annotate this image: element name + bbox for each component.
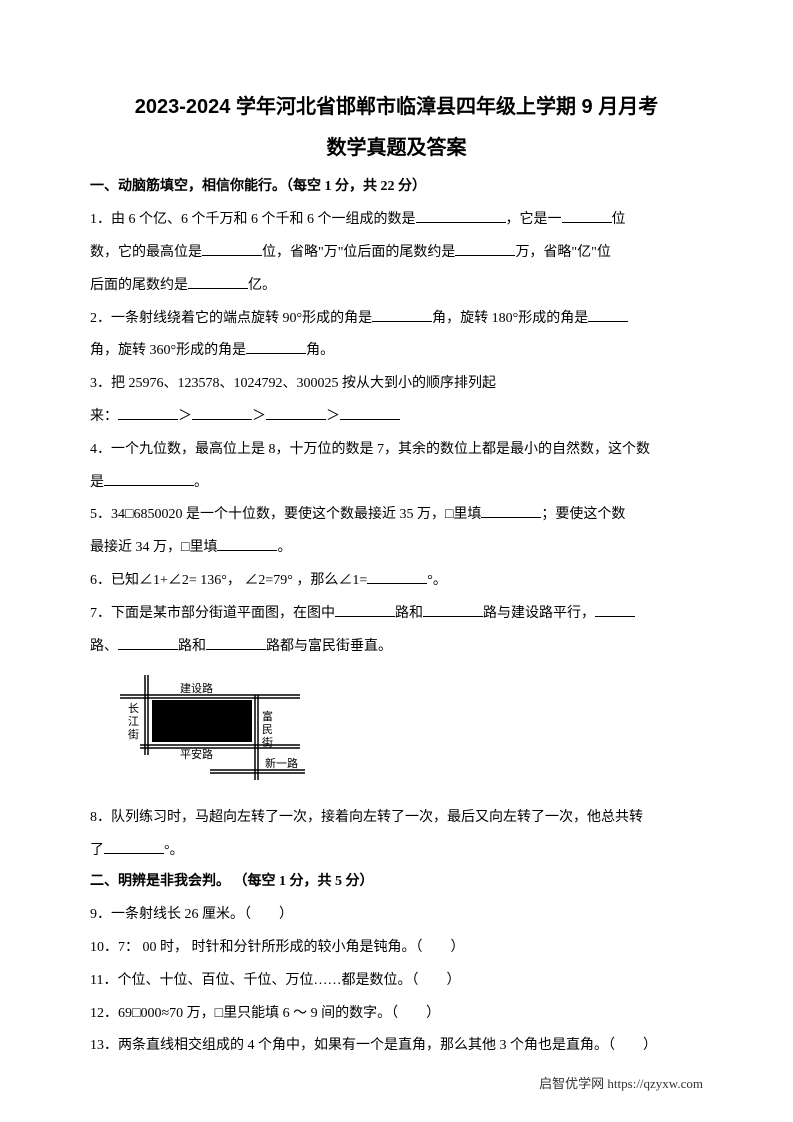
question-4: 4．一个九位数，最高位上是 8，十万位的数是 7，其余的数位上都是最小的自然数，…: [90, 435, 703, 466]
question-4-cont: 是。: [90, 468, 703, 499]
q4-text3: 。: [194, 475, 208, 490]
gt1: ＞: [178, 409, 192, 424]
blank: [595, 601, 635, 617]
question-10: 10．7： 00 时， 时针和分针所形成的较小角是钝角。（ ）: [90, 933, 703, 964]
q7-text2: 路和: [395, 606, 423, 621]
map-label-xinyi: 新一路: [265, 756, 298, 770]
blank: [118, 634, 178, 650]
q7-text5: 路和: [178, 639, 206, 654]
blank: [455, 240, 515, 256]
blank: [246, 338, 306, 354]
q5-text1: 5．34□6850020 是一个十位数，要使这个数最接近 35 万，□里填: [90, 507, 481, 522]
question-2: 2．一条射线绕着它的端点旋转 90°形成的角是 角，旋转 180°形成的角是: [90, 304, 703, 335]
question-6: 6．已知∠1+∠2= 136°， ∠2=79° ，那么∠1= °。: [90, 566, 703, 597]
q1-text3: 位: [612, 212, 626, 227]
street-map: 建设路 长 江 街 平安路 富 民 街 新一路: [110, 670, 703, 795]
q7-text3: 路与建设路平行，: [483, 606, 595, 621]
title-line1: 2023-2024 学年河北省邯郸市临漳县四年级上学期 9 月月考: [90, 90, 703, 119]
q2-text1: 2．一条射线绕着它的端点旋转 90°形成的角是: [90, 311, 372, 326]
question-2-cont: 角，旋转 360°形成的角是 角。: [90, 336, 703, 367]
q7-text6: 路都与富民街垂直。: [266, 639, 392, 654]
svg-text:街: 街: [128, 727, 139, 741]
question-8: 8．队列练习时，马超向左转了一次，接着向左转了一次，最后又向左转了一次，他总共转: [90, 803, 703, 834]
question-3-cont: 来： ＞ ＞ ＞: [90, 402, 703, 433]
blank: [481, 502, 541, 518]
gt3: ＞: [326, 409, 340, 424]
blank: [416, 207, 506, 223]
question-8-cont: 了 °。: [90, 836, 703, 867]
q1-text4: 数，它的最高位是: [90, 245, 202, 260]
blank: [217, 535, 277, 551]
q1-text6: 万，省略"亿"位: [515, 245, 610, 260]
q4-text1: 4．一个九位数，最高位上是 8，十万位的数是 7，其余的数位上都是最小的自然数，…: [90, 442, 650, 457]
blank: [340, 404, 400, 420]
blank: [192, 404, 252, 420]
svg-text:民: 民: [262, 724, 273, 736]
question-11: 11．个位、十位、百位、千位、万位……都是数位。（ ）: [90, 966, 703, 997]
map-label-jianshe: 建设路: [180, 681, 213, 695]
question-1-cont2: 后面的尾数约是 亿。: [90, 271, 703, 302]
blank: [104, 470, 194, 486]
question-1-cont: 数，它的最高位是 位，省略"万"位后面的尾数约是 万，省略"亿"位: [90, 238, 703, 269]
question-5-cont: 最接近 34 万，□里填 。: [90, 533, 703, 564]
q6-text1: 6．已知∠1+∠2= 136°， ∠2=79° ，那么∠1=: [90, 573, 367, 588]
q1-text5: 位，省略"万"位后面的尾数约是: [262, 245, 455, 260]
blank: [372, 306, 432, 322]
q8-text3: °。: [164, 843, 184, 858]
blank: [266, 404, 326, 420]
q2-text4: 角。: [306, 343, 334, 358]
blank: [104, 838, 164, 854]
question-7-cont: 路、 路和 路都与富民街垂直。: [90, 632, 703, 663]
blank: [562, 207, 612, 223]
q2-text2: 角，旋转 180°形成的角是: [432, 311, 588, 326]
map-label-pingan: 平安路: [180, 747, 213, 761]
svg-text:江: 江: [128, 715, 139, 728]
footer-link: 启智优学网 https://qzyxw.com: [539, 1073, 703, 1092]
q8-text2: 了: [90, 843, 104, 858]
q1-text8: 亿。: [248, 278, 276, 293]
question-5: 5．34□6850020 是一个十位数，要使这个数最接近 35 万，□里填 ；要使…: [90, 500, 703, 531]
blank: [118, 404, 178, 420]
blank: [335, 601, 395, 617]
q3-text1: 3．把 25976、123578、1024792、300025 按从大到小的顺序…: [90, 376, 496, 391]
question-1: 1．由 6 个亿、6 个千万和 6 个千和 6 个一组成的数是 ，它是一 位: [90, 205, 703, 236]
map-svg: 建设路 长 江 街 平安路 富 民 街 新一路: [110, 670, 310, 790]
question-13: 13．两条直线相交组成的 4 个角中，如果有一个是直角，那么其他 3 个角也是直…: [90, 1031, 703, 1062]
question-9: 9．一条射线长 26 厘米。（ ）: [90, 900, 703, 931]
q7-text1: 7．下面是某市部分街道平面图，在图中: [90, 606, 335, 621]
q1-text2: ，它是一: [506, 212, 562, 227]
q1-text7: 后面的尾数约是: [90, 278, 188, 293]
blank: [202, 240, 262, 256]
q5-text2: ；要使这个数: [541, 507, 625, 522]
q3-text2: 来：: [90, 409, 118, 424]
q5-text4: 。: [277, 540, 291, 555]
section1-header: 一、动脑筋填空，相信你能行。（每空 1 分，共 22 分）: [90, 174, 703, 199]
q8-text1: 8．队列练习时，马超向左转了一次，接着向左转了一次，最后又向左转了一次，他总共转: [90, 810, 643, 825]
map-label-fumin: 富: [262, 709, 273, 723]
q2-text3: 角，旋转 360°形成的角是: [90, 343, 246, 358]
question-3: 3．把 25976、123578、1024792、300025 按从大到小的顺序…: [90, 369, 703, 400]
blank: [588, 306, 628, 322]
section2-header: 二、明辨是非我会判。 （每空 1 分，共 5 分）: [90, 869, 703, 894]
blank: [423, 601, 483, 617]
question-7: 7．下面是某市部分街道平面图，在图中 路和 路与建设路平行，: [90, 599, 703, 630]
q6-text2: °。: [427, 573, 447, 588]
gt2: ＞: [252, 409, 266, 424]
question-12: 12．69□000≈70 万，□里只能填 6 ～ 9 间的数字。（ ）: [90, 999, 703, 1030]
blank: [206, 634, 266, 650]
svg-text:街: 街: [262, 735, 273, 749]
q5-text3: 最接近 34 万，□里填: [90, 540, 217, 555]
q1-text1: 1．由 6 个亿、6 个千万和 6 个千和 6 个一组成的数是: [90, 212, 416, 227]
blank: [188, 273, 248, 289]
map-label-changjiang: 长: [128, 702, 139, 715]
blank: [367, 568, 427, 584]
title-line2: 数学真题及答案: [90, 131, 703, 160]
q4-text2: 是: [90, 475, 104, 490]
q7-text4: 路、: [90, 639, 118, 654]
